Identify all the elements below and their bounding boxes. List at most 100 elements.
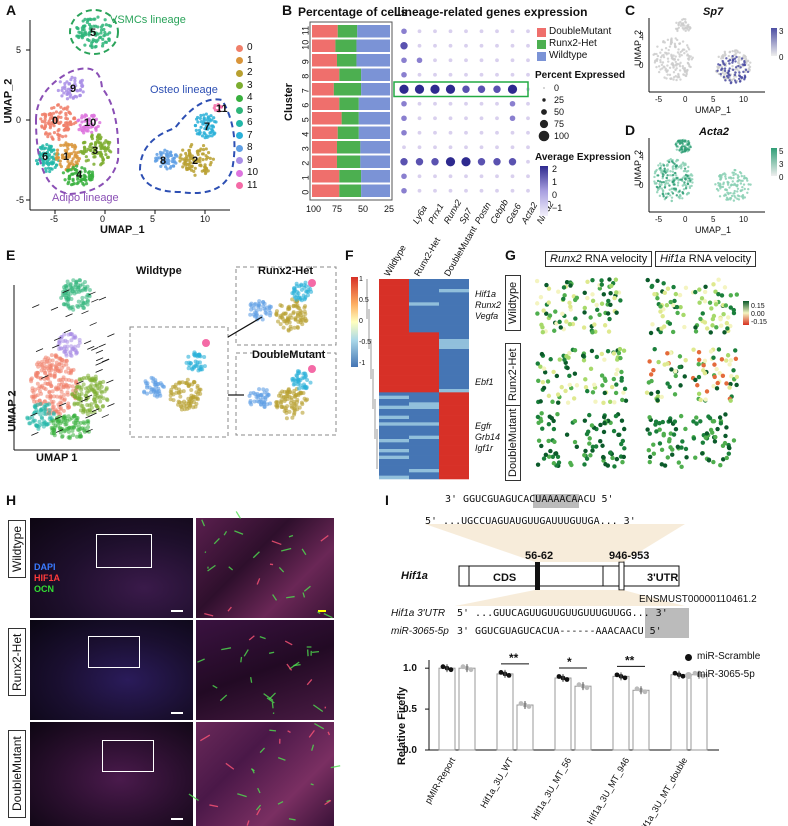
cell-point	[736, 197, 739, 200]
velocity-cell	[696, 374, 702, 380]
bar-miR-Scramble-Hif1a_3U_MT_56	[554, 677, 572, 751]
cell-point	[82, 429, 87, 434]
dot-11-Runx2	[433, 29, 437, 34]
cluster-2-point	[194, 159, 198, 163]
cell-point	[192, 350, 197, 355]
cluster-6-point	[38, 153, 42, 157]
fluorescence-signal	[207, 564, 216, 572]
velocity-cell	[649, 391, 654, 396]
panel-a: A -5 0 5 10 5 0 -5 5 9 0 10 6 1 3 4 2 8 7 11 VSMCs lineage…	[0, 0, 265, 245]
heatmap-cell	[379, 295, 409, 300]
cds-label: CDS	[493, 572, 517, 584]
heatmap-cell	[379, 302, 409, 306]
cluster-tick-1: 1	[300, 175, 310, 180]
cell-point	[737, 56, 741, 59]
cell-point	[659, 58, 662, 62]
cell-point	[674, 45, 677, 49]
y-tick-label: -5	[16, 195, 24, 205]
fluorescence-signal	[268, 692, 276, 700]
cluster-5-point	[101, 23, 105, 27]
cluster-1-point	[64, 141, 68, 145]
significance-mark: **	[509, 651, 519, 665]
cell-point	[63, 422, 68, 427]
velocity-cell	[611, 376, 617, 382]
stain-hif1a: HIF1A	[34, 573, 61, 583]
cell-point	[742, 54, 745, 57]
replicate-dot	[564, 677, 570, 682]
heatmap-cell	[439, 399, 469, 403]
heatmap-cell	[379, 305, 409, 310]
cell-point	[291, 382, 296, 387]
cluster-3-point	[82, 151, 86, 156]
velocity-cell	[611, 428, 617, 434]
x-axis-label: UMAP_1	[695, 225, 731, 235]
dot-3-Gas6	[495, 145, 499, 150]
panel-i: I 3' GGUCGUAGUCACUAAAACAACU 5' 5' ...UGC…	[385, 490, 788, 826]
velocity-cell	[677, 364, 682, 370]
cluster-8-point	[157, 156, 162, 160]
velocity-cell	[670, 452, 675, 457]
fluorescence-signal	[324, 799, 332, 806]
cell-point	[730, 194, 734, 198]
heatmap-cell	[409, 419, 439, 423]
velocity-cell	[567, 382, 572, 388]
fluorescence-signal	[284, 640, 293, 646]
avg-tick-label: 1	[552, 177, 557, 187]
cell-point	[664, 51, 667, 54]
cell-point	[33, 372, 38, 377]
cluster-0-point	[50, 120, 55, 124]
legend-swatch	[236, 69, 243, 77]
velocity-cell	[659, 326, 664, 331]
expressing-cell	[681, 139, 684, 142]
bar-Wildtype-0	[361, 184, 390, 197]
cluster-5-point	[85, 20, 89, 24]
cluster-4-point	[67, 174, 71, 178]
dot-5-Postn	[464, 116, 468, 121]
heatmap-cell	[439, 362, 469, 366]
cell-point	[686, 179, 690, 183]
fluorescence-signal	[204, 612, 214, 617]
velocity-cell	[615, 367, 620, 373]
cell-point	[186, 366, 191, 371]
heatmap-cell	[409, 462, 439, 466]
velocity-cell	[605, 311, 611, 316]
cluster-4-point	[69, 183, 74, 187]
legend-label: 2	[247, 67, 253, 78]
cell-point	[39, 368, 44, 373]
panel-g-col1-gene: Runx2	[550, 253, 582, 265]
velocity-cell	[602, 420, 607, 426]
velocity-cell	[545, 379, 551, 384]
cluster-1-point	[59, 165, 63, 169]
cluster-6-point	[51, 160, 56, 165]
cluster-5-point	[82, 34, 86, 38]
velocity-cell	[550, 399, 555, 404]
heatmap-cell	[379, 399, 409, 403]
cluster-2-point	[187, 158, 191, 162]
cell-point	[57, 340, 62, 345]
cell-point	[686, 44, 689, 47]
velocity-cell	[647, 415, 652, 420]
velocity-cell	[614, 371, 619, 377]
cell-point	[65, 390, 70, 395]
heatmap-cell	[439, 355, 469, 360]
dot-3-Cebpb	[479, 145, 484, 150]
dot-7-Postn	[462, 85, 470, 93]
cell-point	[44, 422, 49, 427]
cluster-label-0: 0	[52, 115, 58, 127]
cluster-2-point	[209, 160, 213, 165]
cell-point	[251, 312, 256, 317]
heatmap-cell	[379, 372, 409, 376]
velocity-cell	[567, 373, 572, 379]
fluorescence-signal	[259, 636, 266, 640]
cluster-2-point	[188, 161, 193, 165]
expressing-cell	[728, 58, 732, 62]
cluster-0-point	[52, 124, 56, 128]
cluster-tick-10: 10	[300, 40, 310, 50]
cluster-0-point	[55, 118, 59, 122]
velocity-cell	[619, 418, 625, 423]
velocity-cell	[716, 347, 722, 352]
cluster-4-point	[84, 178, 88, 182]
velocity-cell	[693, 325, 698, 330]
panel-c: C Sp7 -5 0 5 10 2 0 UMAP_1 UMAP_2 3 0	[625, 0, 788, 115]
cluster-3-point	[89, 148, 93, 153]
